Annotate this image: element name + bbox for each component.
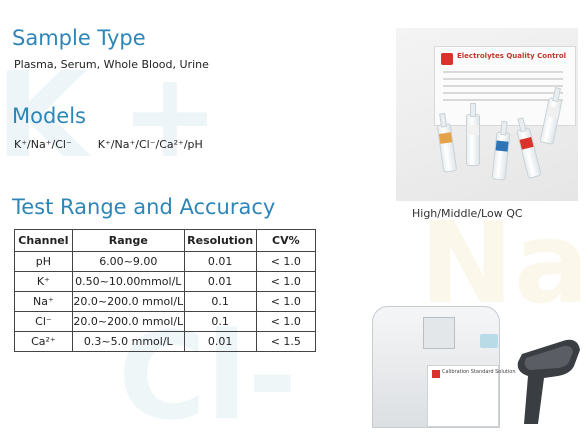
cell-range: 20.0~200.0 mmol/L [71, 291, 185, 312]
ampoule-icon [491, 120, 511, 181]
table-row: K⁺ 0.50~10.00mmol/L 0.01 < 1.0 [14, 271, 317, 292]
cell-resolution: 0.01 [183, 251, 257, 272]
device-slot [423, 317, 498, 349]
cell-range: 6.00~9.00 [71, 251, 185, 272]
cell-channel: K⁺ [14, 271, 73, 292]
table-row: pH 6.00~9.00 0.01 < 1.0 [14, 251, 317, 272]
cell-resolution: 0.01 [183, 271, 257, 292]
analyzer-device-image: Calibration Standard Solution [372, 306, 516, 428]
header-range: Range [71, 229, 185, 252]
table-row: Na⁺ 20.0~200.0 mmol/L 0.1 < 1.0 [14, 291, 317, 312]
qc-box-label: Electrolytes Quality Control [457, 52, 567, 60]
cell-range: 0.50~10.00mmol/L [71, 271, 185, 292]
brand-logo-icon [441, 53, 453, 65]
cell-cv: < 1.0 [255, 291, 317, 312]
cell-resolution: 0.1 [183, 311, 257, 332]
cell-channel: Ca²⁺ [14, 331, 73, 352]
cell-cv: < 1.0 [255, 311, 317, 332]
cell-range: 20.0~200.0 mmol/L [71, 311, 185, 332]
header-cv: CV% [255, 229, 317, 252]
barcode-scanner-icon [517, 339, 580, 424]
table-row: Cl⁻ 20.0~200.0 mmol/L 0.1 < 1.0 [14, 311, 317, 332]
header-channel: Channel [14, 229, 73, 252]
na-plus-watermark: Na+ [420, 199, 588, 329]
brand-logo-icon [432, 370, 440, 378]
qc-caption: High/Middle/Low QC [412, 207, 523, 220]
header-resolution: Resolution [183, 229, 257, 252]
table-header-row: Channel Range Resolution CV% [14, 229, 317, 252]
sample-type-heading: Sample Type [12, 26, 146, 50]
ampoule-icon [436, 112, 458, 173]
models-heading: Models [12, 104, 86, 128]
sample-type-text: Plasma, Serum, Whole Blood, Urine [14, 58, 209, 71]
cell-cv: < 1.0 [255, 271, 317, 292]
cell-resolution: 0.1 [183, 291, 257, 312]
calibration-card-label: Calibration Standard Solution [442, 369, 516, 375]
k-plus-watermark: K + [0, 46, 219, 184]
cell-cv: < 1.5 [255, 331, 317, 352]
cell-channel: pH [14, 251, 73, 272]
ampoule-icon [466, 103, 480, 166]
qc-box-fine-print [443, 71, 563, 106]
ampoule-icon [516, 117, 542, 179]
cell-cv: < 1.0 [255, 251, 317, 272]
models-list: K⁺/Na⁺/Cl⁻ K⁺/Na⁺/Cl⁻/Ca²⁺/pH [14, 138, 203, 151]
model-full: K⁺/Na⁺/Cl⁻/Ca²⁺/pH [97, 138, 203, 151]
cell-range: 0.3~5.0 mmol/L [71, 331, 185, 352]
test-range-table: Channel Range Resolution CV% pH 6.00~9.0… [14, 229, 317, 352]
model-basic: K⁺/Na⁺/Cl⁻ [14, 138, 72, 151]
cell-resolution: 0.01 [183, 331, 257, 352]
calibration-card: Calibration Standard Solution [427, 365, 516, 427]
cell-channel: Na⁺ [14, 291, 73, 312]
qc-product-photo: Electrolytes Quality Control [396, 28, 578, 201]
cell-channel: Cl⁻ [14, 311, 73, 332]
test-range-heading: Test Range and Accuracy [12, 195, 276, 219]
table-row: Ca²⁺ 0.3~5.0 mmol/L 0.01 < 1.5 [14, 331, 317, 352]
